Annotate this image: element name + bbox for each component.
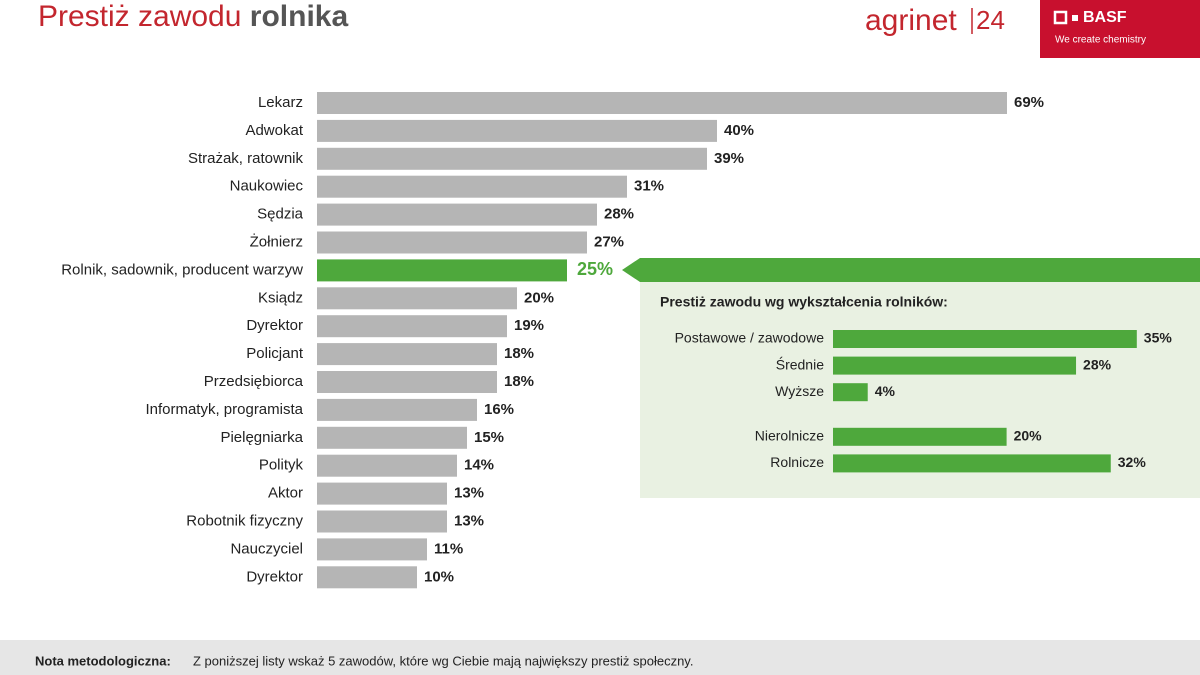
- bar: [317, 538, 427, 561]
- category-label: Średnie: [776, 355, 824, 372]
- category-label: Dyrektor: [246, 568, 303, 585]
- bar: [317, 566, 417, 589]
- value-label: 13%: [454, 485, 484, 502]
- bar: [833, 356, 1077, 375]
- category-label: Dyrektor: [246, 317, 303, 334]
- logo-agrinet: agrinet: [865, 4, 957, 37]
- category-label: Rolnicze: [770, 454, 824, 470]
- bar: [317, 231, 587, 254]
- value-label: 16%: [484, 401, 514, 418]
- logo-24: 24: [976, 5, 1005, 35]
- value-label: 28%: [1083, 356, 1112, 372]
- category-label: Sędzia: [257, 206, 304, 223]
- category-label: Adwokat: [245, 122, 303, 139]
- title: Prestiż zawodu rolnika: [38, 0, 348, 33]
- bar: [317, 398, 477, 421]
- category-label: Nierolnicze: [755, 428, 824, 444]
- value-label: 18%: [504, 345, 534, 362]
- category-label: Ksiądz: [258, 289, 303, 306]
- footer-label: Nota metodologiczna:: [35, 653, 171, 668]
- category-label: Nauczyciel: [230, 540, 303, 557]
- value-label: 28%: [604, 206, 634, 223]
- category-label: Strażak, ratownik: [188, 150, 304, 167]
- category-label: Polityk: [259, 457, 304, 474]
- category-label: Robotnik fizyczny: [186, 512, 303, 529]
- category-label: Przedsiębiorca: [204, 373, 304, 390]
- value-label: 27%: [594, 233, 624, 250]
- category-label: Naukowiec: [230, 178, 304, 195]
- basf-icon: [1053, 10, 1068, 25]
- value-label: 31%: [634, 178, 664, 195]
- title-part: Prestiż zawodu: [38, 0, 241, 33]
- bar: [317, 343, 497, 366]
- bar: [317, 119, 717, 142]
- value-label: 19%: [514, 317, 544, 334]
- bar: [317, 259, 567, 282]
- bar: [317, 454, 457, 477]
- value-label: 11%: [434, 540, 463, 557]
- bar: [317, 371, 497, 393]
- category-label: Żołnierz: [250, 232, 303, 250]
- category-label: Lekarz: [258, 94, 303, 111]
- value-label: 69%: [1014, 94, 1044, 111]
- bar: [317, 92, 1007, 114]
- category-label: Postawowe / zawodowe: [675, 330, 825, 346]
- bar: [833, 330, 1137, 348]
- value-label: 20%: [524, 289, 554, 306]
- footer-text: Z poniższej listy wskaż 5 zawodów, które…: [193, 653, 693, 668]
- value-label: 25%: [577, 259, 613, 279]
- footer-band: [0, 640, 1200, 675]
- basf-icon: [1072, 15, 1078, 21]
- value-label: 10%: [424, 568, 454, 585]
- bar: [317, 175, 627, 198]
- category-label: Rolnik, sadownik, producent warzyw: [61, 261, 303, 278]
- value-label: 4%: [875, 383, 896, 399]
- highlight-arrow: [622, 258, 1200, 282]
- value-label: 14%: [464, 457, 494, 474]
- bar: [833, 454, 1111, 473]
- value-label: 32%: [1118, 454, 1147, 470]
- category-label: Policjant: [246, 345, 304, 362]
- title-part: rolnika: [250, 0, 349, 33]
- bar: [833, 427, 1007, 446]
- logo-slogan: We create chemistry: [1055, 35, 1146, 46]
- category-label: Pielęgniarka: [220, 429, 303, 446]
- inset-title: Prestiż zawodu wg wykształcenia rolników…: [660, 294, 948, 310]
- bar: [317, 315, 507, 338]
- bar: [317, 147, 707, 170]
- value-label: 39%: [714, 150, 744, 167]
- logo-basf: BASF: [1083, 9, 1127, 26]
- value-label: 40%: [724, 122, 754, 139]
- bar: [833, 383, 868, 402]
- bar: [317, 287, 517, 310]
- bar: [317, 203, 597, 226]
- value-label: 35%: [1144, 330, 1173, 346]
- value-label: 13%: [454, 512, 484, 529]
- value-label: 15%: [474, 429, 504, 446]
- category-label: Informatyk, programista: [145, 401, 303, 418]
- value-label: 18%: [504, 373, 534, 390]
- category-label: Aktor: [268, 485, 303, 502]
- category-label: Wyższe: [775, 383, 824, 399]
- bar: [317, 510, 447, 533]
- basf-box: [1040, 0, 1200, 58]
- bar: [317, 426, 467, 449]
- value-label: 20%: [1014, 428, 1043, 444]
- bar: [317, 482, 447, 505]
